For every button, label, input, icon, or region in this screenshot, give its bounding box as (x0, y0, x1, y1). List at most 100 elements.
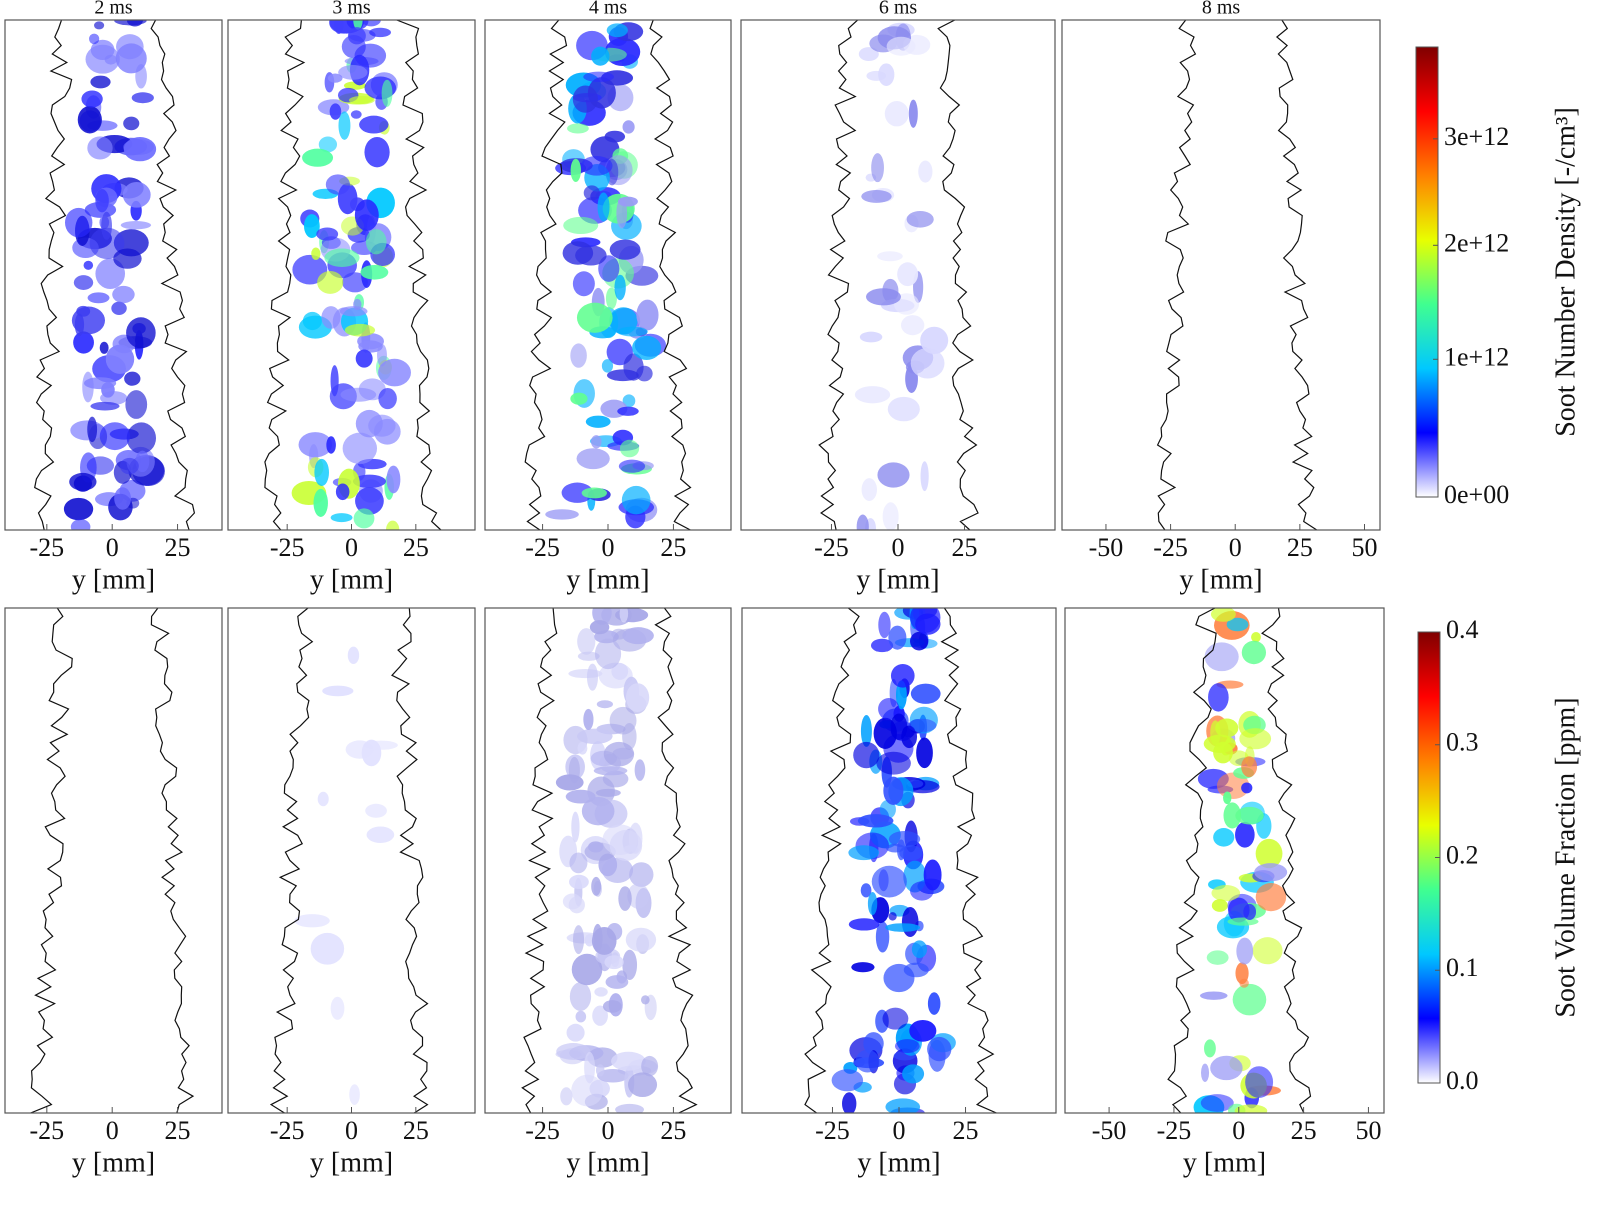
field (1156, 20, 1318, 530)
field-blob (361, 20, 381, 27)
field-blob (359, 115, 389, 134)
field-blob (566, 1023, 585, 1042)
x-axis-label: y [mm] (1183, 1147, 1266, 1178)
field-blob (878, 63, 895, 86)
field-blob (594, 638, 622, 670)
field-blob (330, 996, 345, 1020)
field-blob (350, 110, 362, 119)
x-tick-label: -50 (1089, 533, 1124, 562)
field-blob (115, 43, 147, 74)
x-tick-label: 25 (403, 533, 429, 562)
field-blob (348, 95, 375, 105)
x-tick-label: 25 (1291, 1116, 1317, 1145)
field-blob (347, 27, 366, 45)
x-tick-label: 25 (660, 533, 686, 562)
field-blob (354, 43, 387, 68)
field-blob (857, 814, 894, 828)
x-tick-label: 0 (1229, 533, 1242, 562)
panel-frame (4, 607, 223, 1114)
field-blob (581, 796, 615, 826)
field-blob (1245, 1066, 1274, 1099)
field-blob (124, 371, 141, 386)
field-blob (870, 638, 894, 653)
field-blob (365, 229, 387, 255)
field-blob (918, 160, 933, 183)
field-blob (1239, 978, 1249, 988)
field-blob (381, 79, 393, 107)
field-blob (1201, 1063, 1210, 1082)
field-blob (627, 1072, 658, 1098)
field-blob (632, 335, 662, 360)
field-blob (910, 347, 945, 379)
field-blob (594, 987, 608, 997)
flame-contour (269, 608, 314, 1113)
field-blob (69, 472, 97, 491)
field-blob (329, 103, 342, 120)
field-blob (640, 995, 650, 1005)
field-blob (871, 153, 884, 183)
field-blob (342, 432, 378, 465)
x-tick-label: 0 (345, 1116, 358, 1145)
field-blob (909, 1019, 937, 1042)
panel-frame (1061, 19, 1381, 531)
field-blob (1200, 1094, 1234, 1112)
panel-frame (227, 607, 476, 1114)
field-blob (609, 829, 643, 861)
flame-contour (654, 608, 698, 1113)
field-blob (885, 1098, 921, 1113)
field-blob (123, 137, 157, 162)
x-tick-label: 0 (893, 1116, 906, 1145)
colorbar-tick-label: 0.1 (1446, 953, 1479, 982)
field-blob (85, 44, 120, 74)
field-blob (1210, 1055, 1243, 1081)
x-tick-label: 25 (165, 1116, 191, 1145)
field-blob (605, 287, 617, 310)
x-tick-label: 0 (602, 533, 615, 562)
field-blob (1223, 802, 1242, 829)
field-blob (575, 1010, 587, 1023)
field-blob (334, 20, 344, 34)
field-blob (572, 271, 595, 297)
field-blob (927, 1036, 952, 1062)
field-blob (352, 474, 386, 488)
field-blob (856, 514, 869, 530)
field-blob (621, 485, 651, 515)
field-blob (572, 85, 598, 113)
field-blob (567, 123, 589, 134)
field-blob (910, 881, 934, 901)
flame-contour (649, 20, 692, 530)
field-blob (584, 934, 595, 947)
field-blob (888, 625, 907, 650)
field-blob (119, 457, 139, 475)
field-blob (63, 497, 94, 521)
field-blob (886, 843, 905, 853)
field-blob (120, 221, 152, 230)
field-blob (860, 883, 872, 898)
field-blob (1241, 640, 1267, 665)
field-blob (555, 774, 584, 791)
colorbar-label: Soot Volume Fraction [ppm] (1550, 697, 1581, 1017)
field-blob (360, 264, 389, 280)
field-blob (848, 918, 880, 931)
flame-contour (1156, 20, 1197, 530)
field-blob (357, 333, 384, 350)
field-blob (570, 343, 587, 368)
x-axis-label: y [mm] (72, 1147, 155, 1178)
field-blob (615, 1103, 645, 1113)
field-blob (861, 190, 892, 203)
x-tick-label: 25 (952, 533, 978, 562)
field-blob (611, 662, 629, 680)
field-blob (576, 728, 613, 744)
field-blob (1226, 617, 1249, 632)
field-blob (622, 394, 636, 408)
field-blob (877, 251, 903, 262)
field-blob (126, 317, 156, 349)
field-blob (597, 1068, 629, 1083)
field-blob (619, 439, 640, 458)
field-blob (591, 435, 602, 449)
field-blob (627, 883, 650, 909)
field-blob (101, 211, 112, 240)
field-blob (1251, 632, 1261, 643)
field-blob (318, 136, 338, 153)
field-blob (571, 1074, 604, 1107)
